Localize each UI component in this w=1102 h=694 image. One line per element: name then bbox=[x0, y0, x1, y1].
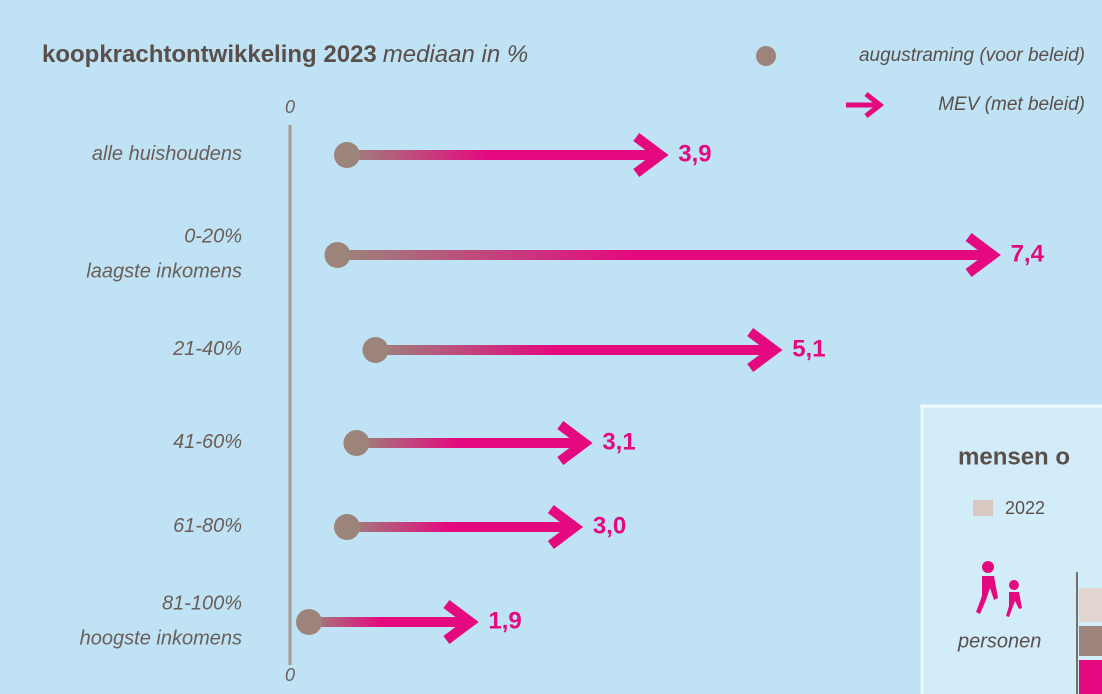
x-tick-label: 0 bbox=[285, 665, 295, 685]
start-dot bbox=[324, 242, 351, 268]
category-line: 41-60% bbox=[173, 431, 242, 453]
legend-label: MEV (met beleid) bbox=[938, 94, 1085, 115]
category-label: alle huishoudens bbox=[92, 143, 242, 165]
x-tick-label: 0 bbox=[285, 97, 295, 117]
person-icon bbox=[976, 561, 1022, 617]
title: koopkrachtontwikkeling 2023 bbox=[42, 41, 377, 68]
category-label: 41-60% bbox=[173, 431, 242, 453]
category-label: 21-40% bbox=[172, 338, 242, 360]
start-dot bbox=[343, 430, 370, 456]
category-line: alle huishoudens bbox=[92, 143, 242, 165]
category-line: laagste inkomens bbox=[86, 261, 242, 283]
subtitle: mediaan in % bbox=[383, 41, 528, 68]
start-dot bbox=[362, 337, 389, 363]
arrow bbox=[308, 600, 479, 644]
legend-dot bbox=[756, 46, 776, 66]
category-line: 0-20% bbox=[184, 226, 242, 248]
arrow bbox=[375, 328, 783, 372]
start-dot bbox=[333, 514, 360, 540]
category-label: 0-20% laagste inkomens bbox=[86, 226, 242, 283]
start-dot bbox=[295, 609, 322, 635]
value-label: 1,9 bbox=[488, 607, 521, 634]
inset-panel: mensen o 2022 personen bbox=[920, 404, 1102, 694]
legend-label: augustraming (voor beleid) bbox=[859, 45, 1085, 66]
category-line: 21-40% bbox=[172, 338, 242, 360]
value-label: 5,1 bbox=[792, 335, 825, 362]
inset-label: personen bbox=[957, 630, 1041, 652]
inset-bar bbox=[1079, 626, 1102, 656]
inset-bar bbox=[1079, 660, 1102, 694]
inset-legend: 2022 bbox=[1005, 498, 1045, 518]
arrow bbox=[346, 505, 584, 549]
arrow bbox=[346, 133, 669, 177]
inset-title: mensen o bbox=[958, 443, 1070, 470]
value-label: 7,4 bbox=[1011, 240, 1045, 267]
chart-title: koopkrachtontwikkeling 2023 mediaan in % bbox=[42, 41, 528, 68]
arrow bbox=[337, 233, 1001, 277]
arrow bbox=[356, 421, 593, 465]
category-label: 81-100% hoogste inkomens bbox=[80, 593, 242, 650]
start-dot bbox=[333, 142, 360, 168]
category-line: 81-100% bbox=[162, 593, 242, 615]
category-label: 61-80% bbox=[173, 515, 242, 537]
value-label: 3,1 bbox=[602, 428, 635, 455]
category-line: 61-80% bbox=[173, 515, 242, 537]
value-label: 3,0 bbox=[593, 512, 626, 539]
inset-background bbox=[920, 404, 1102, 694]
inset-swatch bbox=[973, 500, 993, 516]
category-line: hoogste inkomens bbox=[80, 628, 242, 650]
value-label: 3,9 bbox=[678, 140, 711, 167]
legend-arrow bbox=[846, 92, 885, 118]
inset-bar bbox=[1079, 588, 1102, 622]
